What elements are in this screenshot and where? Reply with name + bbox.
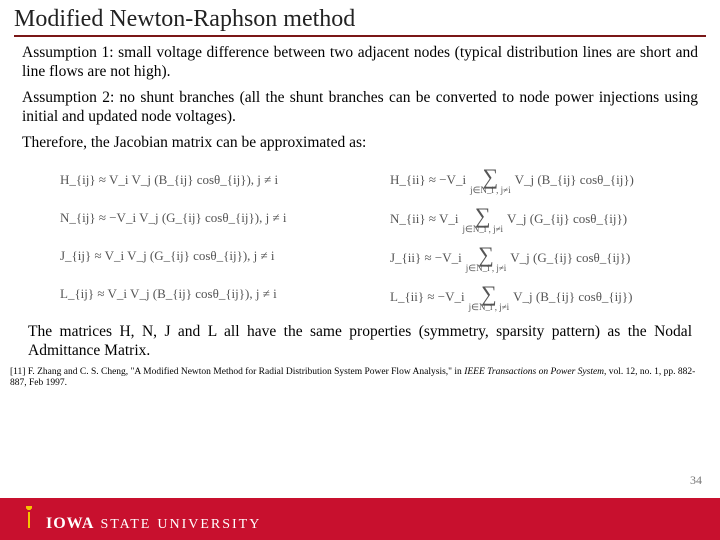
eq-text: J_{ij} ≈ V_i V_j (G_{ij} cosθ_{ij}), j ≠… — [60, 248, 275, 264]
eq-sub: j∈N_i , j≠i — [466, 264, 507, 273]
equation-H-diag: H_{ii} ≈ −V_i ∑j∈N_i , j≠i V_j (B_{ij} c… — [390, 166, 700, 195]
sigma-icon: ∑j∈N_i , j≠i — [469, 283, 510, 312]
conclusion-text: The matrices H, N, J and L all have the … — [0, 312, 720, 361]
sigma-icon: ∑j∈N_i , j≠i — [463, 205, 504, 234]
logo-iowa: IOWA — [46, 515, 94, 533]
eq-rhs: V_j (G_{ij} cosθ_{ij}) — [510, 250, 630, 266]
eq-rhs: V_j (B_{ij} cosθ_{ij}) — [513, 289, 632, 305]
tassel-icon — [24, 506, 34, 528]
equations-right-column: H_{ii} ≈ −V_i ∑j∈N_i , j≠i V_j (B_{ij} c… — [380, 166, 700, 312]
footer-bar: IOWA STATE UNIVERSITY — [0, 498, 720, 540]
equation-L-offdiag: L_{ij} ≈ V_i V_j (B_{ij} cosθ_{ij}), j ≠… — [60, 280, 370, 308]
eq-lhs: N_{ii} ≈ V_i — [390, 211, 459, 227]
page-title: Modified Newton-Raphson method — [14, 6, 706, 37]
equation-N-offdiag: N_{ij} ≈ −V_i V_j (G_{ij} cosθ_{ij}), j … — [60, 204, 370, 232]
sigma-icon: ∑j∈N_i , j≠i — [470, 166, 511, 195]
logo-state: STATE — [100, 517, 151, 533]
page-number: 34 — [690, 473, 702, 488]
body-text: Assumption 1: small voltage difference b… — [0, 39, 720, 158]
title-region: Modified Newton-Raphson method — [0, 0, 720, 39]
university-logo: IOWA STATE UNIVERSITY — [24, 506, 261, 533]
eq-sub: j∈N_i , j≠i — [469, 303, 510, 312]
assumption-2: Assumption 2: no shunt branches (all the… — [22, 88, 698, 127]
eq-lhs: J_{ii} ≈ −V_i — [390, 250, 462, 266]
equation-H-offdiag: H_{ij} ≈ V_i V_j (B_{ij} cosθ_{ij}), j ≠… — [60, 166, 370, 194]
eq-rhs: V_j (G_{ij} cosθ_{ij}) — [507, 211, 627, 227]
equation-J-offdiag: J_{ij} ≈ V_i V_j (G_{ij} cosθ_{ij}), j ≠… — [60, 242, 370, 270]
slide: Modified Newton-Raphson method Assumptio… — [0, 0, 720, 540]
equation-N-diag: N_{ii} ≈ V_i ∑j∈N_i , j≠i V_j (G_{ij} co… — [390, 205, 700, 234]
eq-lhs: H_{ii} ≈ −V_i — [390, 172, 466, 188]
logo-university: UNIVERSITY — [157, 517, 261, 533]
citation-prefix: [11] F. Zhang and C. S. Cheng, "A Modifi… — [10, 367, 464, 377]
eq-text: L_{ij} ≈ V_i V_j (B_{ij} cosθ_{ij}), j ≠… — [60, 286, 277, 302]
eq-sub: j∈N_i , j≠i — [463, 225, 504, 234]
citation: [11] F. Zhang and C. S. Cheng, "A Modifi… — [0, 361, 720, 390]
equation-L-diag: L_{ii} ≈ −V_i ∑j∈N_i , j≠i V_j (B_{ij} c… — [390, 283, 700, 312]
assumption-1: Assumption 1: small voltage difference b… — [22, 43, 698, 82]
equations-left-column: H_{ij} ≈ V_i V_j (B_{ij} cosθ_{ij}), j ≠… — [20, 166, 370, 312]
eq-rhs: V_j (B_{ij} cosθ_{ij}) — [515, 172, 634, 188]
eq-lhs: L_{ii} ≈ −V_i — [390, 289, 465, 305]
eq-sub: j∈N_i , j≠i — [470, 186, 511, 195]
therefore-text: Therefore, the Jacobian matrix can be ap… — [22, 133, 698, 152]
equations-region: H_{ij} ≈ V_i V_j (B_{ij} cosθ_{ij}), j ≠… — [0, 158, 720, 312]
equation-J-diag: J_{ii} ≈ −V_i ∑j∈N_i , j≠i V_j (G_{ij} c… — [390, 244, 700, 273]
citation-journal: IEEE Transactions on Power System — [464, 367, 604, 377]
eq-text: N_{ij} ≈ −V_i V_j (G_{ij} cosθ_{ij}), j … — [60, 210, 286, 226]
eq-text: H_{ij} ≈ V_i V_j (B_{ij} cosθ_{ij}), j ≠… — [60, 172, 278, 188]
sigma-icon: ∑j∈N_i , j≠i — [466, 244, 507, 273]
